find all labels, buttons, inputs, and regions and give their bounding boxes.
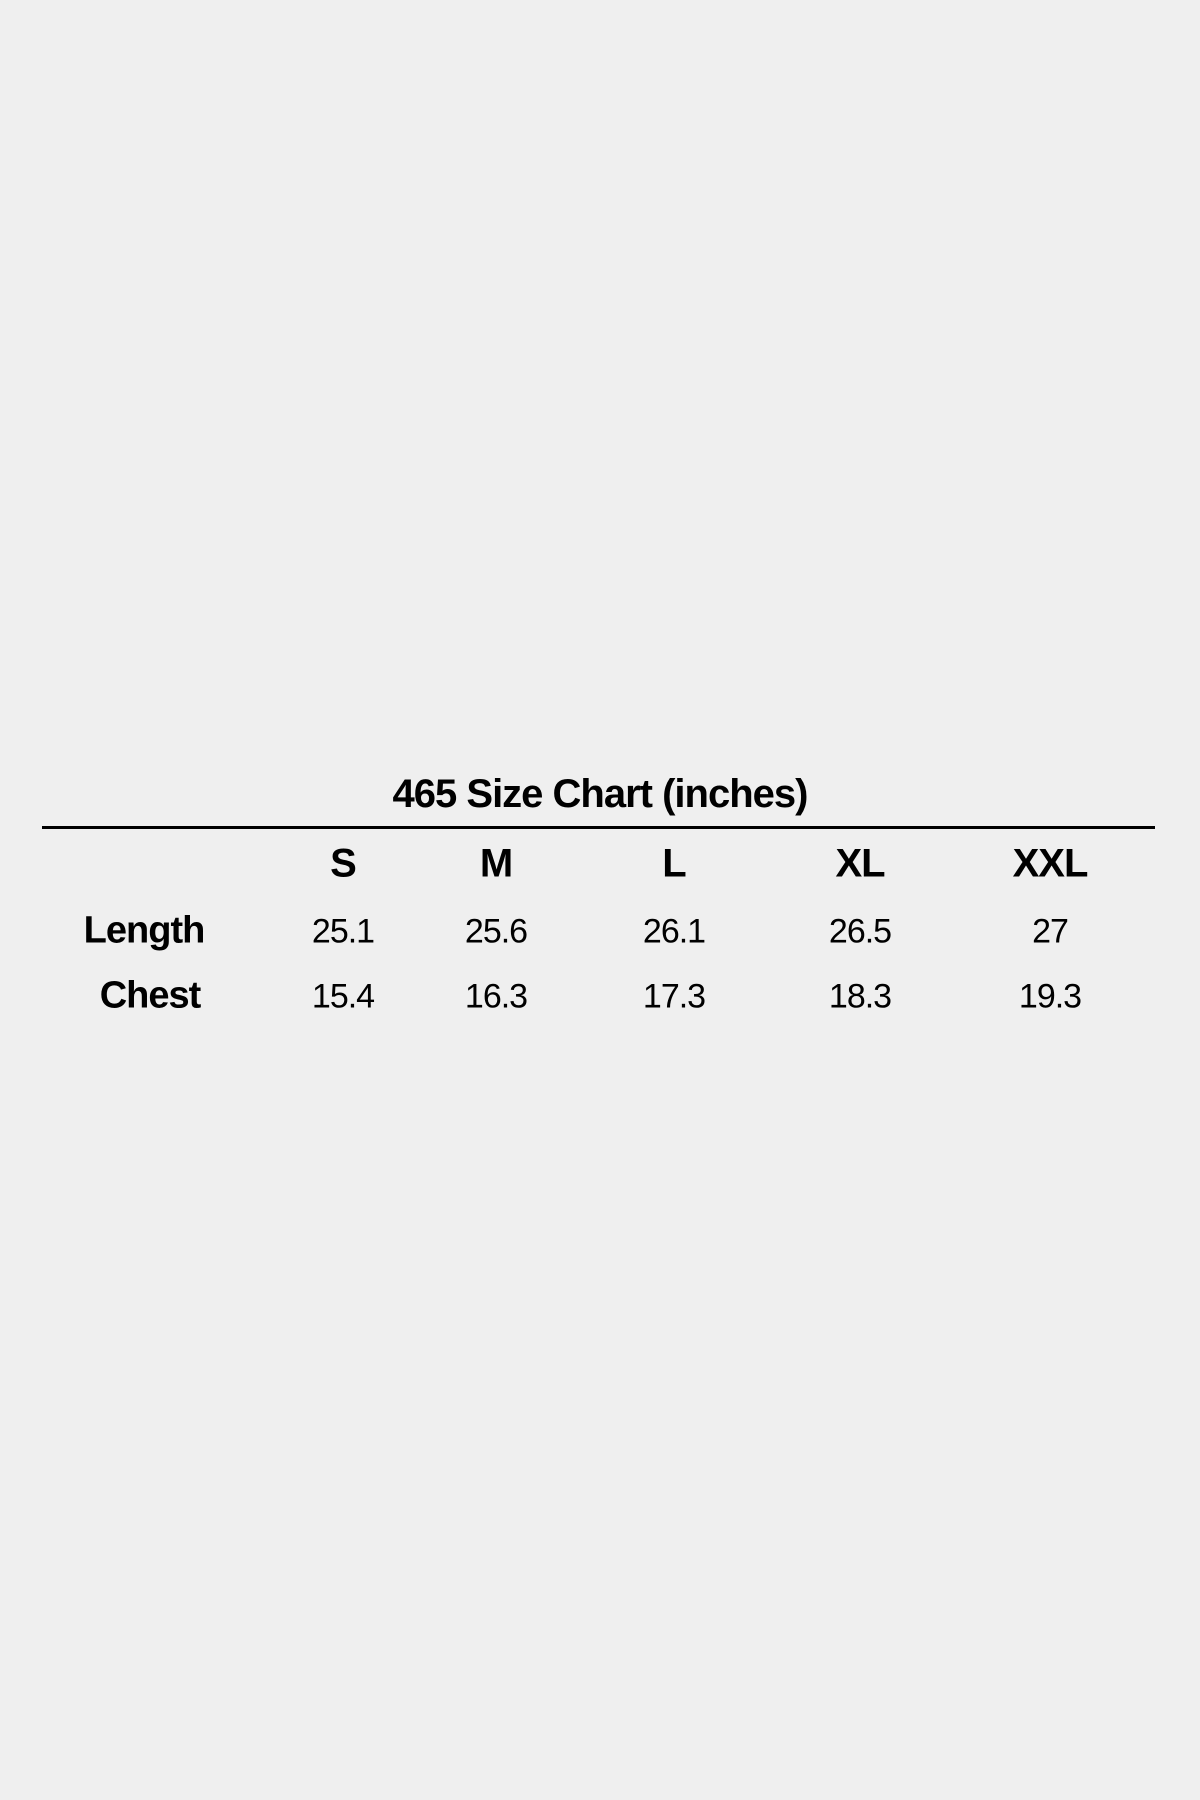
column-header-m: M — [479, 841, 513, 886]
column-header-s: S — [330, 841, 357, 886]
table-cell: 26.1 — [642, 912, 706, 951]
chart-title: 465 Size Chart (inches) — [392, 772, 809, 816]
table-cell: 16.3 — [464, 977, 528, 1016]
row-label-length: Length — [83, 909, 206, 952]
table-cell: 25.6 — [464, 912, 528, 951]
table-cell: 27 — [1032, 912, 1069, 951]
column-header-xxl: XXL — [1012, 841, 1089, 886]
row-label-chest: Chest — [99, 974, 202, 1017]
table-cell: 19.3 — [1018, 977, 1082, 1016]
table-cell: 25.1 — [311, 912, 375, 951]
column-header-xl: XL — [835, 841, 885, 886]
table-cell: 18.3 — [828, 977, 892, 1016]
table-cell: 26.5 — [828, 912, 892, 951]
title-divider — [42, 826, 1155, 829]
table-cell: 15.4 — [311, 977, 375, 1016]
table-cell: 17.3 — [642, 977, 706, 1016]
column-header-l: L — [662, 841, 686, 886]
